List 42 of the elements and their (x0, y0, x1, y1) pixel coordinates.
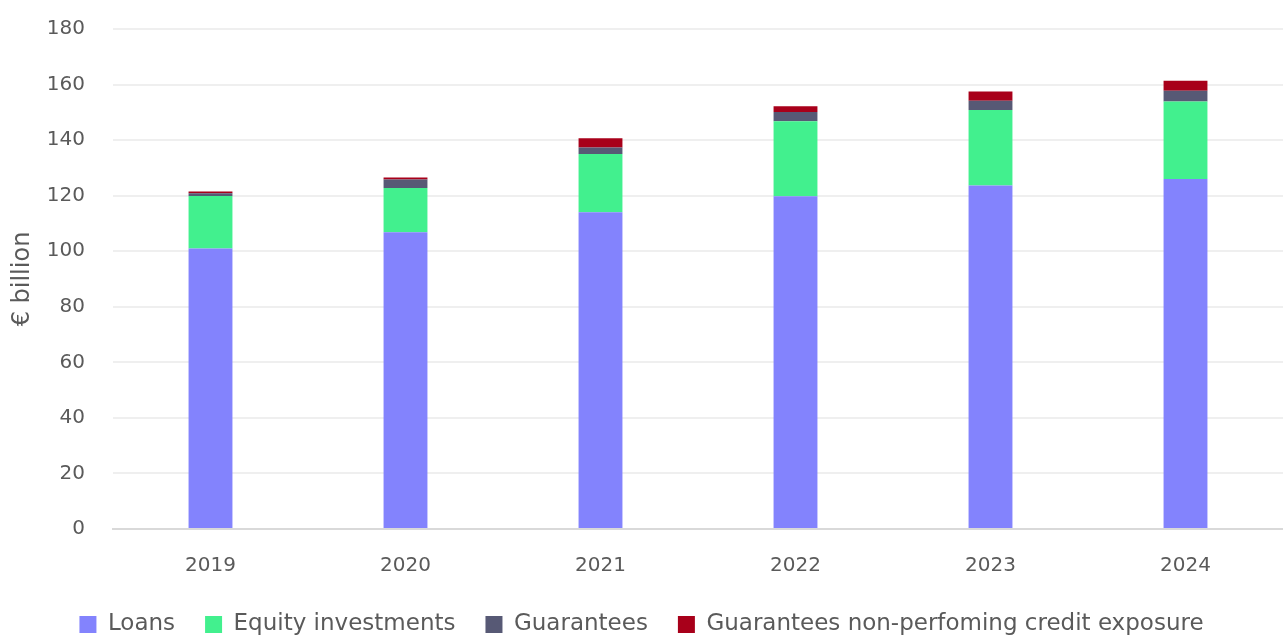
legend-label: Guarantees non-perfoming credit exposure (706, 609, 1204, 636)
x-tick-label: 2021 (575, 552, 626, 577)
bar (578, 147, 623, 154)
y-tick-label: 120 (46, 181, 85, 206)
bar (1163, 80, 1208, 91)
bar (188, 195, 233, 249)
bar (188, 248, 233, 528)
y-tick-label: 100 (46, 237, 85, 262)
legend-label: Equity investments (233, 609, 456, 636)
y-tick-label: 140 (46, 126, 85, 151)
bar (968, 91, 1013, 101)
legend-label: Loans (107, 609, 176, 636)
bar (383, 187, 428, 233)
bar (968, 185, 1013, 528)
bar (1163, 101, 1208, 179)
bar (1163, 90, 1208, 102)
bar (773, 121, 818, 197)
y-tick-label: 60 (59, 348, 85, 373)
bar (773, 106, 818, 113)
y-tick-label: 0 (72, 515, 85, 540)
y-axis-title: € billion (6, 231, 35, 327)
bar (968, 110, 1013, 186)
x-tick-label: 2019 (185, 552, 236, 577)
bar (578, 154, 623, 213)
y-tick-label: 180 (46, 15, 85, 40)
x-tick-label: 2024 (1160, 552, 1211, 577)
y-tick-label: 20 (59, 459, 85, 484)
y-tick-label: 40 (59, 404, 85, 429)
bar (773, 112, 818, 122)
y-tick-label: 160 (46, 70, 85, 95)
bar (383, 232, 428, 528)
legend-label: Guarantees (513, 609, 648, 636)
x-tick-label: 2020 (380, 552, 431, 577)
y-tick-label: 80 (59, 292, 85, 317)
bar (578, 212, 623, 528)
bar (383, 179, 428, 188)
bar (773, 196, 818, 528)
x-tick-label: 2022 (770, 552, 821, 577)
bar (578, 138, 623, 148)
bar (968, 100, 1013, 111)
x-tick-label: 2023 (965, 552, 1016, 577)
bar (1163, 179, 1208, 528)
